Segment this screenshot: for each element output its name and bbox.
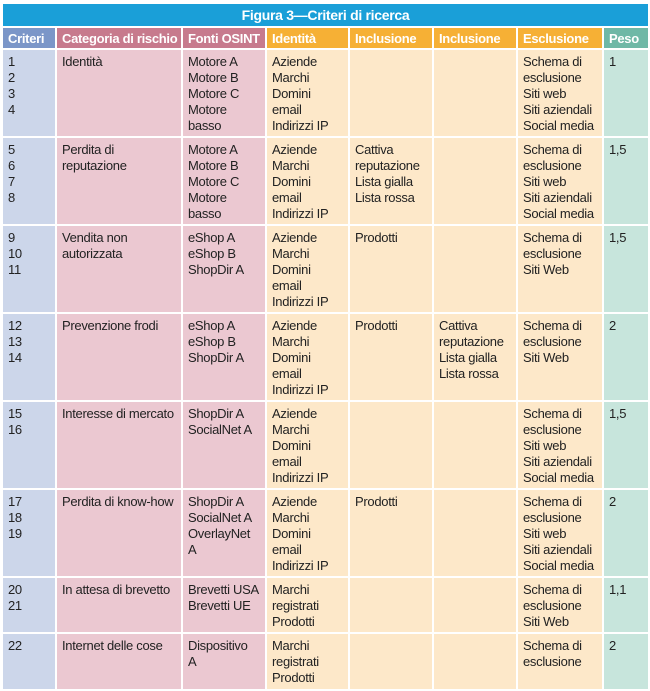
table-row: 22 Internet delle cose Dispositivo A Marchi…	[3, 634, 648, 689]
figure: Figura 3—Criteri di ricerca Criteri Cate…	[3, 4, 648, 691]
cell-categoria: Internet delle cose	[57, 634, 181, 689]
cell-esclusione: Schema di esclusione Siti Web	[518, 314, 602, 400]
cell-peso: 2	[604, 490, 648, 576]
cell-inclusione1: Prodotti	[350, 226, 432, 312]
cell-inclusione1: Prodotti	[350, 490, 432, 576]
cell-categoria: Perdita di reputazione	[57, 138, 181, 224]
cell-inclusione1	[350, 402, 432, 488]
criteria-table: Criteri Categoria di rischio Fonti OSINT…	[1, 26, 650, 691]
cell-inclusione2	[434, 490, 516, 576]
cell-esclusione: Schema di esclusione Siti Web	[518, 578, 602, 632]
header-identita: Identità	[267, 28, 348, 48]
cell-categoria: Vendita non autorizzata	[57, 226, 181, 312]
cell-identita: Aziende Marchi Domini email Indirizzi IP	[267, 50, 348, 136]
cell-peso: 1	[604, 50, 648, 136]
cell-inclusione2	[434, 50, 516, 136]
cell-criteri: 15 16	[3, 402, 55, 488]
cell-inclusione1	[350, 634, 432, 689]
cell-peso: 2	[604, 634, 648, 689]
cell-criteri: 12 13 14	[3, 314, 55, 400]
cell-inclusione1: Prodotti	[350, 314, 432, 400]
table-row: 12 13 14 Prevenzione frodi eShop A eShop B…	[3, 314, 648, 400]
cell-inclusione2	[434, 226, 516, 312]
cell-peso: 1,5	[604, 226, 648, 312]
cell-inclusione2	[434, 578, 516, 632]
cell-fonti: ShopDir A SocialNet A OverlayNet A	[183, 490, 265, 576]
cell-fonti: Dispositivo A	[183, 634, 265, 689]
cell-inclusione1	[350, 50, 432, 136]
cell-identita: Aziende Marchi Domini email Indirizzi IP	[267, 226, 348, 312]
cell-categoria: Perdita di know-how	[57, 490, 181, 576]
cell-fonti: ShopDir A SocialNet A	[183, 402, 265, 488]
cell-fonti: Motore A Motore B Motore C Motore basso	[183, 50, 265, 136]
header-criteri: Criteri	[3, 28, 55, 48]
cell-fonti: Brevetti USA Brevetti UE	[183, 578, 265, 632]
cell-inclusione1: Cattiva reputazione Lista gialla Lista r…	[350, 138, 432, 224]
cell-identita: Aziende Marchi Domini email Indirizzi IP	[267, 314, 348, 400]
cell-criteri: 1 2 3 4	[3, 50, 55, 136]
cell-criteri: 22	[3, 634, 55, 689]
header-inclusione-2: Inclusione	[434, 28, 516, 48]
cell-inclusione2: Cattiva reputazione Lista gialla Lista r…	[434, 314, 516, 400]
header-row: Criteri Categoria di rischio Fonti OSINT…	[3, 28, 648, 48]
table-row: 15 16 Interesse di mercato ShopDir A Socia…	[3, 402, 648, 488]
header-esclusione: Esclusione	[518, 28, 602, 48]
figure-title: Figura 3—Criteri di ricerca	[3, 4, 648, 26]
header-inclusione-1: Inclusione	[350, 28, 432, 48]
cell-categoria: In attesa di brevetto	[57, 578, 181, 632]
table-row: 20 21 In attesa di brevetto Brevetti USA B…	[3, 578, 648, 632]
table-row: 5 6 7 8 Perdita di reputazione Motore A Mo…	[3, 138, 648, 224]
cell-fonti: eShop A eShop B ShopDir A	[183, 226, 265, 312]
table-row: 1 2 3 4 Identità Motore A Motore B Motore …	[3, 50, 648, 136]
cell-peso: 2	[604, 314, 648, 400]
cell-esclusione: Schema di esclusione	[518, 634, 602, 689]
cell-criteri: 9 10 11	[3, 226, 55, 312]
header-peso: Peso	[604, 28, 648, 48]
cell-peso: 1,5	[604, 402, 648, 488]
cell-identita: Marchi registrati Prodotti	[267, 578, 348, 632]
cell-identita: Aziende Marchi Domini email Indirizzi IP	[267, 138, 348, 224]
cell-peso: 1,5	[604, 138, 648, 224]
header-categoria: Categoria di rischio	[57, 28, 181, 48]
cell-inclusione2	[434, 634, 516, 689]
cell-fonti: Motore A Motore B Motore C Motore basso	[183, 138, 265, 224]
cell-peso: 1,1	[604, 578, 648, 632]
cell-criteri: 20 21	[3, 578, 55, 632]
cell-inclusione1	[350, 578, 432, 632]
cell-identita: Aziende Marchi Domini email Indirizzi IP	[267, 490, 348, 576]
cell-esclusione: Schema di esclusione Siti web Siti azien…	[518, 402, 602, 488]
cell-criteri: 5 6 7 8	[3, 138, 55, 224]
cell-categoria: Prevenzione frodi	[57, 314, 181, 400]
table-row: 9 10 11 Vendita non autorizzata eShop A eS…	[3, 226, 648, 312]
cell-identita: Marchi registrati Prodotti	[267, 634, 348, 689]
cell-esclusione: Schema di esclusione Siti web Siti azien…	[518, 50, 602, 136]
cell-esclusione: Schema di esclusione Siti web Siti azien…	[518, 490, 602, 576]
cell-categoria: Identità	[57, 50, 181, 136]
cell-identita: Aziende Marchi Domini email Indirizzi IP	[267, 402, 348, 488]
table-row: 17 18 19 Perdita di know-how ShopDir A Soc…	[3, 490, 648, 576]
cell-fonti: eShop A eShop B ShopDir A	[183, 314, 265, 400]
cell-inclusione2	[434, 402, 516, 488]
cell-inclusione2	[434, 138, 516, 224]
cell-categoria: Interesse di mercato	[57, 402, 181, 488]
cell-criteri: 17 18 19	[3, 490, 55, 576]
cell-esclusione: Schema di esclusione Siti Web	[518, 226, 602, 312]
cell-esclusione: Schema di esclusione Siti web Siti azien…	[518, 138, 602, 224]
header-fonti: Fonti OSINT	[183, 28, 265, 48]
